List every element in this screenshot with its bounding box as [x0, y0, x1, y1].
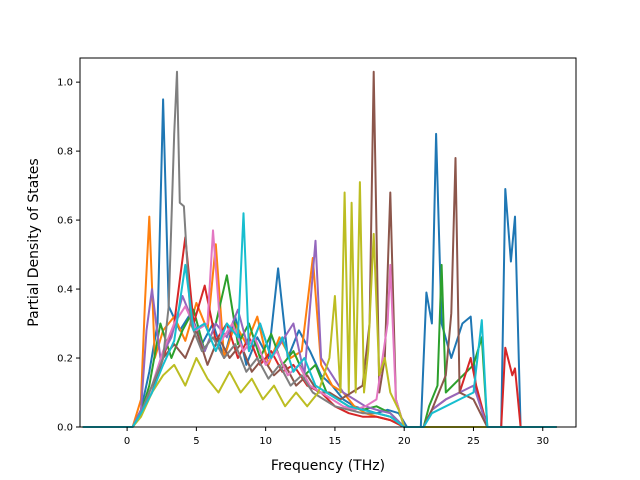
x-tick-label: 10 [259, 436, 272, 447]
x-tick-label: 15 [329, 436, 342, 447]
y-tick-label: 0.6 [57, 216, 73, 227]
series-line-10 [82, 212, 557, 428]
x-axis-ticks: 0 5 10 15 20 25 30 [124, 427, 549, 447]
y-tick-label: 0.8 [57, 147, 73, 158]
x-tick-label: 5 [193, 436, 199, 447]
y-tick-label: 0.2 [57, 354, 73, 365]
series-line-6 [82, 70, 557, 428]
series-line-9 [82, 181, 557, 428]
series-line-8 [82, 70, 557, 428]
x-axis-label: Frequency (THz) [271, 458, 385, 474]
y-tick-label: 0.0 [57, 423, 73, 434]
y-tick-label: 0.4 [57, 285, 73, 296]
x-tick-label: 30 [536, 436, 549, 447]
series-line-1 [82, 98, 557, 428]
plot-frame [79, 57, 577, 428]
y-tick-label: 1.0 [57, 78, 73, 89]
x-tick-label: 20 [398, 436, 411, 447]
y-axis-label: Partial Density of States [26, 158, 42, 326]
x-tick-label: 0 [124, 436, 130, 447]
x-tick-label: 25 [467, 436, 480, 447]
plot-lines [82, 70, 557, 428]
y-axis-ticks: 0.0 0.2 0.4 0.6 0.8 1.0 [57, 78, 80, 434]
